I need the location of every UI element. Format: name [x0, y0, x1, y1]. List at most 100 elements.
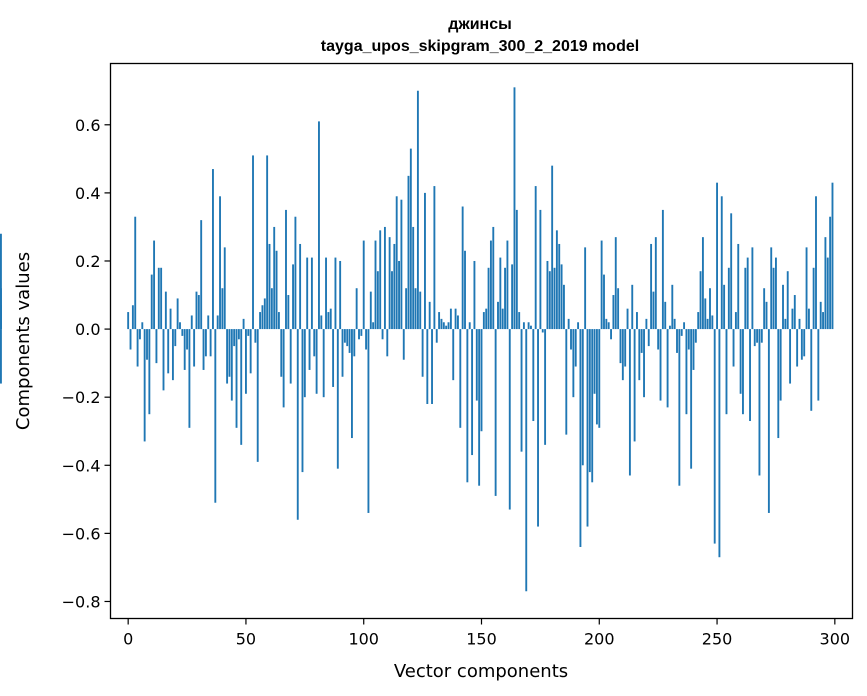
bar: [624, 329, 627, 367]
bar: [522, 322, 525, 330]
bar: [277, 312, 280, 330]
bar: [245, 329, 247, 394]
bar: [621, 329, 624, 381]
bar: [746, 257, 749, 330]
bar: [466, 329, 469, 483]
bar: [706, 318, 709, 330]
bar: [803, 329, 806, 357]
bar: [358, 329, 360, 340]
bar: [640, 329, 643, 353]
bar-series: [0, 87, 834, 592]
bar: [348, 329, 351, 353]
bar: [240, 329, 243, 445]
bar: [603, 274, 605, 330]
y-tick-label: −0.6: [62, 524, 101, 543]
bar: [188, 329, 191, 428]
bar: [511, 264, 514, 330]
bar: [734, 312, 737, 330]
bar: [393, 243, 396, 330]
bar: [129, 329, 132, 350]
bar: [471, 329, 474, 456]
bar: [0, 233, 2, 330]
bar: [202, 329, 205, 370]
bar: [386, 329, 389, 357]
bar: [313, 329, 316, 357]
bar: [416, 90, 419, 330]
bar: [242, 318, 245, 330]
bar: [266, 155, 269, 330]
bar: [395, 196, 398, 330]
bar: [268, 243, 271, 330]
bar: [160, 267, 163, 330]
bar: [763, 288, 766, 330]
y-tick-label: 0.4: [75, 184, 100, 203]
bar: [301, 329, 304, 473]
bar: [678, 329, 681, 486]
bar: [228, 329, 231, 377]
bar: [372, 322, 375, 330]
bar: [280, 329, 283, 377]
bar: [628, 329, 631, 476]
chart-title: джинсы tayga_upos_skipgram_300_2_2019 mo…: [321, 16, 639, 55]
bar: [758, 329, 761, 476]
bar: [322, 329, 325, 398]
bar: [480, 329, 483, 432]
bar: [650, 243, 653, 330]
bar: [131, 305, 134, 330]
x-tick-label: 150: [466, 630, 497, 649]
bar: [718, 329, 721, 558]
bar: [541, 329, 544, 333]
bar: [209, 329, 212, 357]
bar: [694, 329, 697, 343]
bar: [800, 329, 803, 360]
bar: [249, 329, 252, 374]
bar: [645, 318, 648, 330]
bar: [164, 291, 167, 330]
bar: [343, 329, 346, 343]
bar: [230, 329, 233, 401]
bar: [690, 329, 693, 469]
bar: [254, 329, 257, 343]
bar: [657, 329, 660, 350]
y-tick-label: −0.2: [62, 388, 101, 407]
bar: [661, 209, 664, 330]
y-tick-label: −0.8: [62, 592, 101, 611]
bar: [237, 329, 240, 340]
bar: [574, 329, 577, 367]
bar: [553, 267, 556, 330]
bar: [306, 257, 309, 330]
bar: [494, 329, 497, 496]
bar: [457, 315, 459, 330]
bar: [798, 318, 801, 330]
bar: [374, 240, 377, 330]
bar: [638, 329, 641, 381]
x-tick-label: 100: [348, 630, 379, 649]
bar: [414, 288, 417, 330]
bar: [442, 322, 445, 330]
bar: [303, 329, 306, 398]
bar: [341, 329, 344, 377]
y-axis-label: Components values: [13, 252, 34, 430]
bar: [353, 329, 356, 357]
bar: [595, 329, 598, 425]
bar: [683, 322, 686, 330]
chart-title-line-2: tayga_upos_skipgram_300_2_2019 model: [321, 38, 639, 55]
bar: [487, 267, 490, 330]
bar: [193, 329, 196, 367]
bar: [334, 257, 337, 330]
bar: [235, 329, 238, 428]
bar: [730, 213, 733, 330]
bar: [567, 318, 570, 330]
bar: [619, 329, 622, 364]
bar: [275, 250, 278, 330]
bar: [664, 301, 667, 330]
bar: [577, 322, 580, 330]
bar: [796, 329, 799, 367]
bar: [296, 329, 299, 520]
bar: [515, 209, 518, 330]
bar: [527, 322, 530, 330]
bar: [167, 329, 170, 374]
bar: [212, 169, 214, 330]
bar: [751, 247, 754, 330]
bar: [544, 329, 547, 445]
